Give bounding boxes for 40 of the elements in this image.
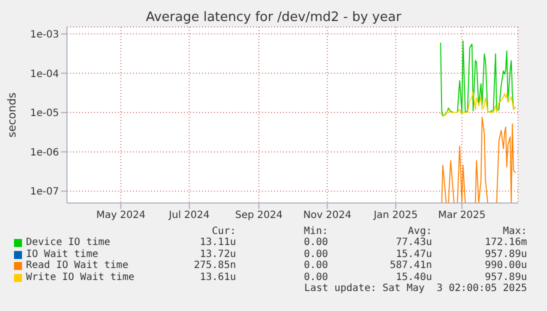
text: 0.00 (304, 272, 328, 282)
text: 275.85n (194, 260, 236, 271)
text: 172.16m (484, 237, 527, 248)
text: 957.89u (484, 272, 527, 282)
legend-label: IO Wait time (26, 248, 98, 260)
y-tick-label: 1e-07 (30, 186, 59, 198)
legend-label: Write IO Wait time (26, 272, 134, 282)
text: 13.11u (200, 237, 236, 248)
y-tick-label: 1e-06 (30, 147, 59, 158)
y-tick-label: 1e-03 (30, 29, 59, 40)
x-tick-label: Jan 2025 (372, 210, 418, 222)
x-tick-label: Jul 2024 (168, 210, 210, 222)
x-tick-label: Nov 2024 (303, 210, 352, 222)
text: 0.00 (304, 237, 328, 248)
text: 0.00 (304, 260, 328, 271)
line-series (440, 40, 516, 116)
text: Avg: (408, 226, 432, 237)
text: 587.41n (390, 260, 432, 271)
y-tick-label: 1e-04 (30, 68, 59, 80)
chart-title: Average latency for /dev/md2 - by year (144, 10, 402, 25)
text: 13.72u (200, 248, 236, 260)
text: Cur: (212, 226, 236, 237)
text: Min: (304, 226, 328, 237)
text: Max: (502, 226, 527, 237)
text: 15.40u (396, 272, 432, 282)
text: 15.47u (396, 248, 432, 260)
text: Last update: Sat May 3 02:00:05 2025 (304, 283, 527, 294)
x-tick-label: Sep 2024 (235, 210, 283, 222)
text: 77.43u (396, 237, 432, 248)
legend-label: Read IO Wait time (26, 260, 128, 271)
text: 0.00 (304, 248, 328, 260)
y-tick-label: 1e-05 (30, 108, 59, 120)
x-tick-label: May 2024 (96, 210, 146, 222)
text: 990.00u (484, 260, 527, 271)
line-series (440, 92, 516, 117)
x-tick-label: Mar 2025 (438, 210, 486, 222)
legend-label: Device IO time (26, 237, 110, 248)
text: 957.89u (484, 248, 527, 260)
text: 13.61u (200, 272, 236, 282)
y-axis-title: seconds (6, 92, 18, 138)
